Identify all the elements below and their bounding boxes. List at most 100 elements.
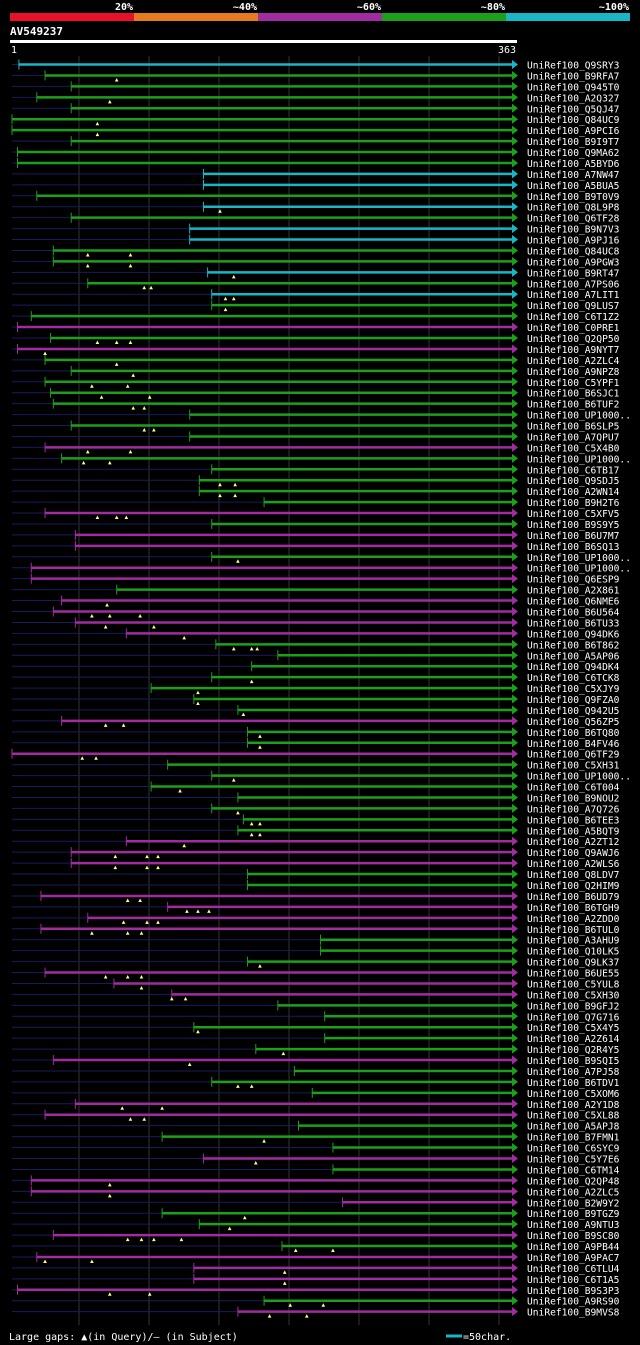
hit-row[interactable]: UniRef100_Q94DK4 (12, 661, 620, 673)
hit-label[interactable]: UniRef100_B9S3P3 (527, 1286, 620, 1297)
hit-label[interactable]: UniRef100_B9H2T6 (527, 498, 620, 509)
hit-label[interactable]: UniRef100_Q9FZA0 (527, 695, 620, 706)
hit-row[interactable]: UniRef100_B6TUL0 (12, 923, 620, 936)
hit-row[interactable]: UniRef100_C6SYC9 (12, 1142, 620, 1155)
hit-label[interactable]: UniRef100_C5XH30 (527, 990, 620, 1001)
hit-label[interactable]: UniRef100_B2W9Y2 (527, 1198, 619, 1209)
hit-row[interactable]: UniRef100_A7PS06 (12, 278, 620, 290)
hit-label[interactable]: UniRef100_Q9AWJ6 (527, 848, 620, 859)
hit-label[interactable]: UniRef100_A7Q726 (527, 804, 620, 815)
hit-row[interactable]: UniRef100_A2ZLC4 (12, 354, 620, 367)
hit-row[interactable]: UniRef100_A5AP06 (12, 650, 620, 662)
hit-row[interactable]: UniRef100_A9PAC7 (12, 1251, 620, 1264)
hit-row[interactable]: UniRef100_Q9SRY3 (12, 59, 620, 72)
hit-label[interactable]: UniRef100_Q6ESP9 (527, 575, 620, 586)
hit-row[interactable]: UniRef100_C6TB17 (12, 464, 620, 476)
hit-label[interactable]: UniRef100_UP1000.. (527, 454, 631, 465)
hit-label[interactable]: UniRef100_B9GFJ2 (527, 1001, 619, 1012)
hit-row[interactable]: UniRef100_B9RFA7 (12, 70, 620, 82)
hit-row[interactable]: UniRef100_A2ZLC5 (12, 1186, 619, 1198)
hit-label[interactable]: UniRef100_B9SC80 (527, 1231, 620, 1242)
hit-label[interactable]: UniRef100_C5YPF1 (527, 378, 620, 389)
hit-row[interactable]: UniRef100_B6UD79 (12, 890, 620, 903)
hit-row[interactable]: UniRef100_Q2R4Y5 (12, 1044, 619, 1056)
hit-row[interactable]: UniRef100_Q5QJ47 (12, 103, 620, 115)
hit-label[interactable]: UniRef100_C5XJY9 (527, 684, 620, 695)
hit-label[interactable]: UniRef100_Q10LK5 (527, 947, 619, 958)
hit-label[interactable]: UniRef100_Q942U5 (527, 706, 619, 717)
hit-label[interactable]: UniRef100_B9RT47 (527, 268, 620, 279)
hit-row[interactable]: UniRef100_Q2QP50 (12, 333, 620, 345)
hit-label[interactable]: UniRef100_A9PJ16 (527, 236, 620, 247)
hit-label[interactable]: UniRef100_B6TU33 (527, 618, 620, 629)
hit-label[interactable]: UniRef100_C6TB17 (527, 465, 620, 476)
hit-label[interactable]: UniRef100_A2ZT12 (527, 837, 619, 848)
hit-row[interactable]: UniRef100_C5X4Y5 (12, 1022, 619, 1034)
hit-row[interactable]: UniRef100_C5XFV5 (12, 508, 619, 520)
hit-label[interactable]: UniRef100_B6UE55 (527, 969, 619, 980)
hit-row[interactable]: UniRef100_B9T0V9 (12, 190, 620, 203)
hit-label[interactable]: UniRef100_C5XOM6 (527, 1089, 620, 1100)
hit-row[interactable]: UniRef100_B9I9T7 (12, 136, 620, 148)
hit-row[interactable]: UniRef100_Q6ESP9 (12, 573, 620, 586)
hit-row[interactable]: UniRef100_UP1000.. (12, 770, 631, 783)
hit-label[interactable]: UniRef100_A2Y1D8 (527, 1100, 620, 1111)
hit-row[interactable]: UniRef100_B2W9Y2 (12, 1197, 619, 1209)
hit-label[interactable]: UniRef100_UP1000.. (527, 564, 631, 575)
hit-row[interactable]: UniRef100_A7PJ58 (12, 1065, 620, 1078)
hit-row[interactable]: UniRef100_Q9FZA0 (12, 694, 620, 706)
hit-label[interactable]: UniRef100_C5Y7E6 (527, 1155, 620, 1166)
hit-row[interactable]: UniRef100_B9SQI5 (12, 1055, 619, 1067)
hit-row[interactable]: UniRef100_B6TUF2 (12, 398, 619, 411)
hit-label[interactable]: UniRef100_B6TGH9 (527, 903, 620, 914)
hit-row[interactable]: UniRef100_B6U564 (12, 606, 620, 619)
hit-label[interactable]: UniRef100_A7PJ58 (527, 1067, 620, 1078)
hit-row[interactable]: UniRef100_C5XJY9 (12, 683, 620, 695)
hit-label[interactable]: UniRef100_Q7G716 (527, 1012, 620, 1023)
hit-row[interactable]: UniRef100_Q84UC9 (11, 114, 620, 126)
hit-row[interactable]: UniRef100_B9TGZ9 (12, 1208, 620, 1220)
hit-label[interactable]: UniRef100_B9S9Y5 (527, 520, 619, 531)
hit-row[interactable]: UniRef100_B6TGH9 (12, 901, 620, 914)
hit-label[interactable]: UniRef100_A9PGW3 (527, 257, 620, 268)
hit-row[interactable]: UniRef100_B6SJC1 (12, 387, 620, 400)
hit-row[interactable]: UniRef100_UP1000.. (12, 551, 631, 564)
hit-row[interactable]: UniRef100_A9NPZ8 (12, 365, 620, 378)
hit-label[interactable]: UniRef100_UP1000.. (527, 411, 631, 422)
hit-label[interactable]: UniRef100_A3AHU9 (527, 936, 620, 947)
hit-row[interactable]: UniRef100_B9SC80 (12, 1230, 620, 1242)
hit-label[interactable]: UniRef100_UP1000.. (527, 772, 631, 783)
hit-label[interactable]: UniRef100_Q84UC8 (527, 246, 620, 257)
hit-row[interactable]: UniRef100_B9NOU2 (12, 792, 619, 804)
hit-row[interactable]: UniRef100_A9NYT7 (12, 343, 620, 356)
hit-label[interactable]: UniRef100_Q6TF28 (527, 214, 620, 225)
hit-label[interactable]: UniRef100_B7FMN1 (527, 1133, 620, 1144)
hit-row[interactable]: UniRef100_B4FV46 (12, 737, 620, 750)
hit-label[interactable]: UniRef100_A9NYT7 (527, 345, 620, 356)
hit-label[interactable]: UniRef100_A2Q327 (527, 93, 620, 104)
hit-row[interactable]: UniRef100_C6T004 (12, 781, 620, 794)
hit-label[interactable]: UniRef100_B9I9T7 (527, 137, 620, 148)
hit-label[interactable]: UniRef100_A2ZLC5 (527, 1187, 619, 1198)
hit-row[interactable]: UniRef100_A2X861 (12, 584, 620, 597)
hit-label[interactable]: UniRef100_B6SQ13 (527, 542, 620, 553)
hit-row[interactable]: UniRef100_C5YUL8 (12, 978, 620, 990)
hit-row[interactable]: UniRef100_C0PRE1 (12, 322, 620, 334)
hit-label[interactable]: UniRef100_A5BQT9 (527, 826, 620, 837)
hit-label[interactable]: UniRef100_B6TUL0 (527, 925, 620, 936)
hit-row[interactable]: UniRef100_A7QPU7 (12, 431, 620, 443)
hit-row[interactable]: UniRef100_Q9AWJ6 (12, 847, 620, 859)
hit-row[interactable]: UniRef100_Q2QP48 (12, 1175, 620, 1187)
hit-row[interactable]: UniRef100_A3AHU9 (12, 934, 620, 947)
hit-row[interactable]: UniRef100_B9GFJ2 (12, 1000, 619, 1012)
hit-row[interactable]: UniRef100_A5BYD6 (12, 157, 620, 170)
hit-label[interactable]: UniRef100_Q6TF29 (527, 750, 620, 761)
hit-row[interactable]: UniRef100_Q94DK6 (12, 628, 620, 640)
hit-label[interactable]: UniRef100_C5X4B0 (527, 443, 620, 454)
hit-label[interactable]: UniRef100_A2ZLC4 (527, 356, 620, 367)
hit-row[interactable]: UniRef100_C6T1Z2 (12, 311, 619, 323)
hit-row[interactable]: UniRef100_A5BQT9 (12, 825, 620, 837)
hit-row[interactable]: UniRef100_B9H2T6 (12, 497, 620, 509)
hit-row[interactable]: UniRef100_A9PCI6 (11, 125, 620, 137)
hit-row[interactable]: UniRef100_B6T862 (12, 639, 619, 651)
